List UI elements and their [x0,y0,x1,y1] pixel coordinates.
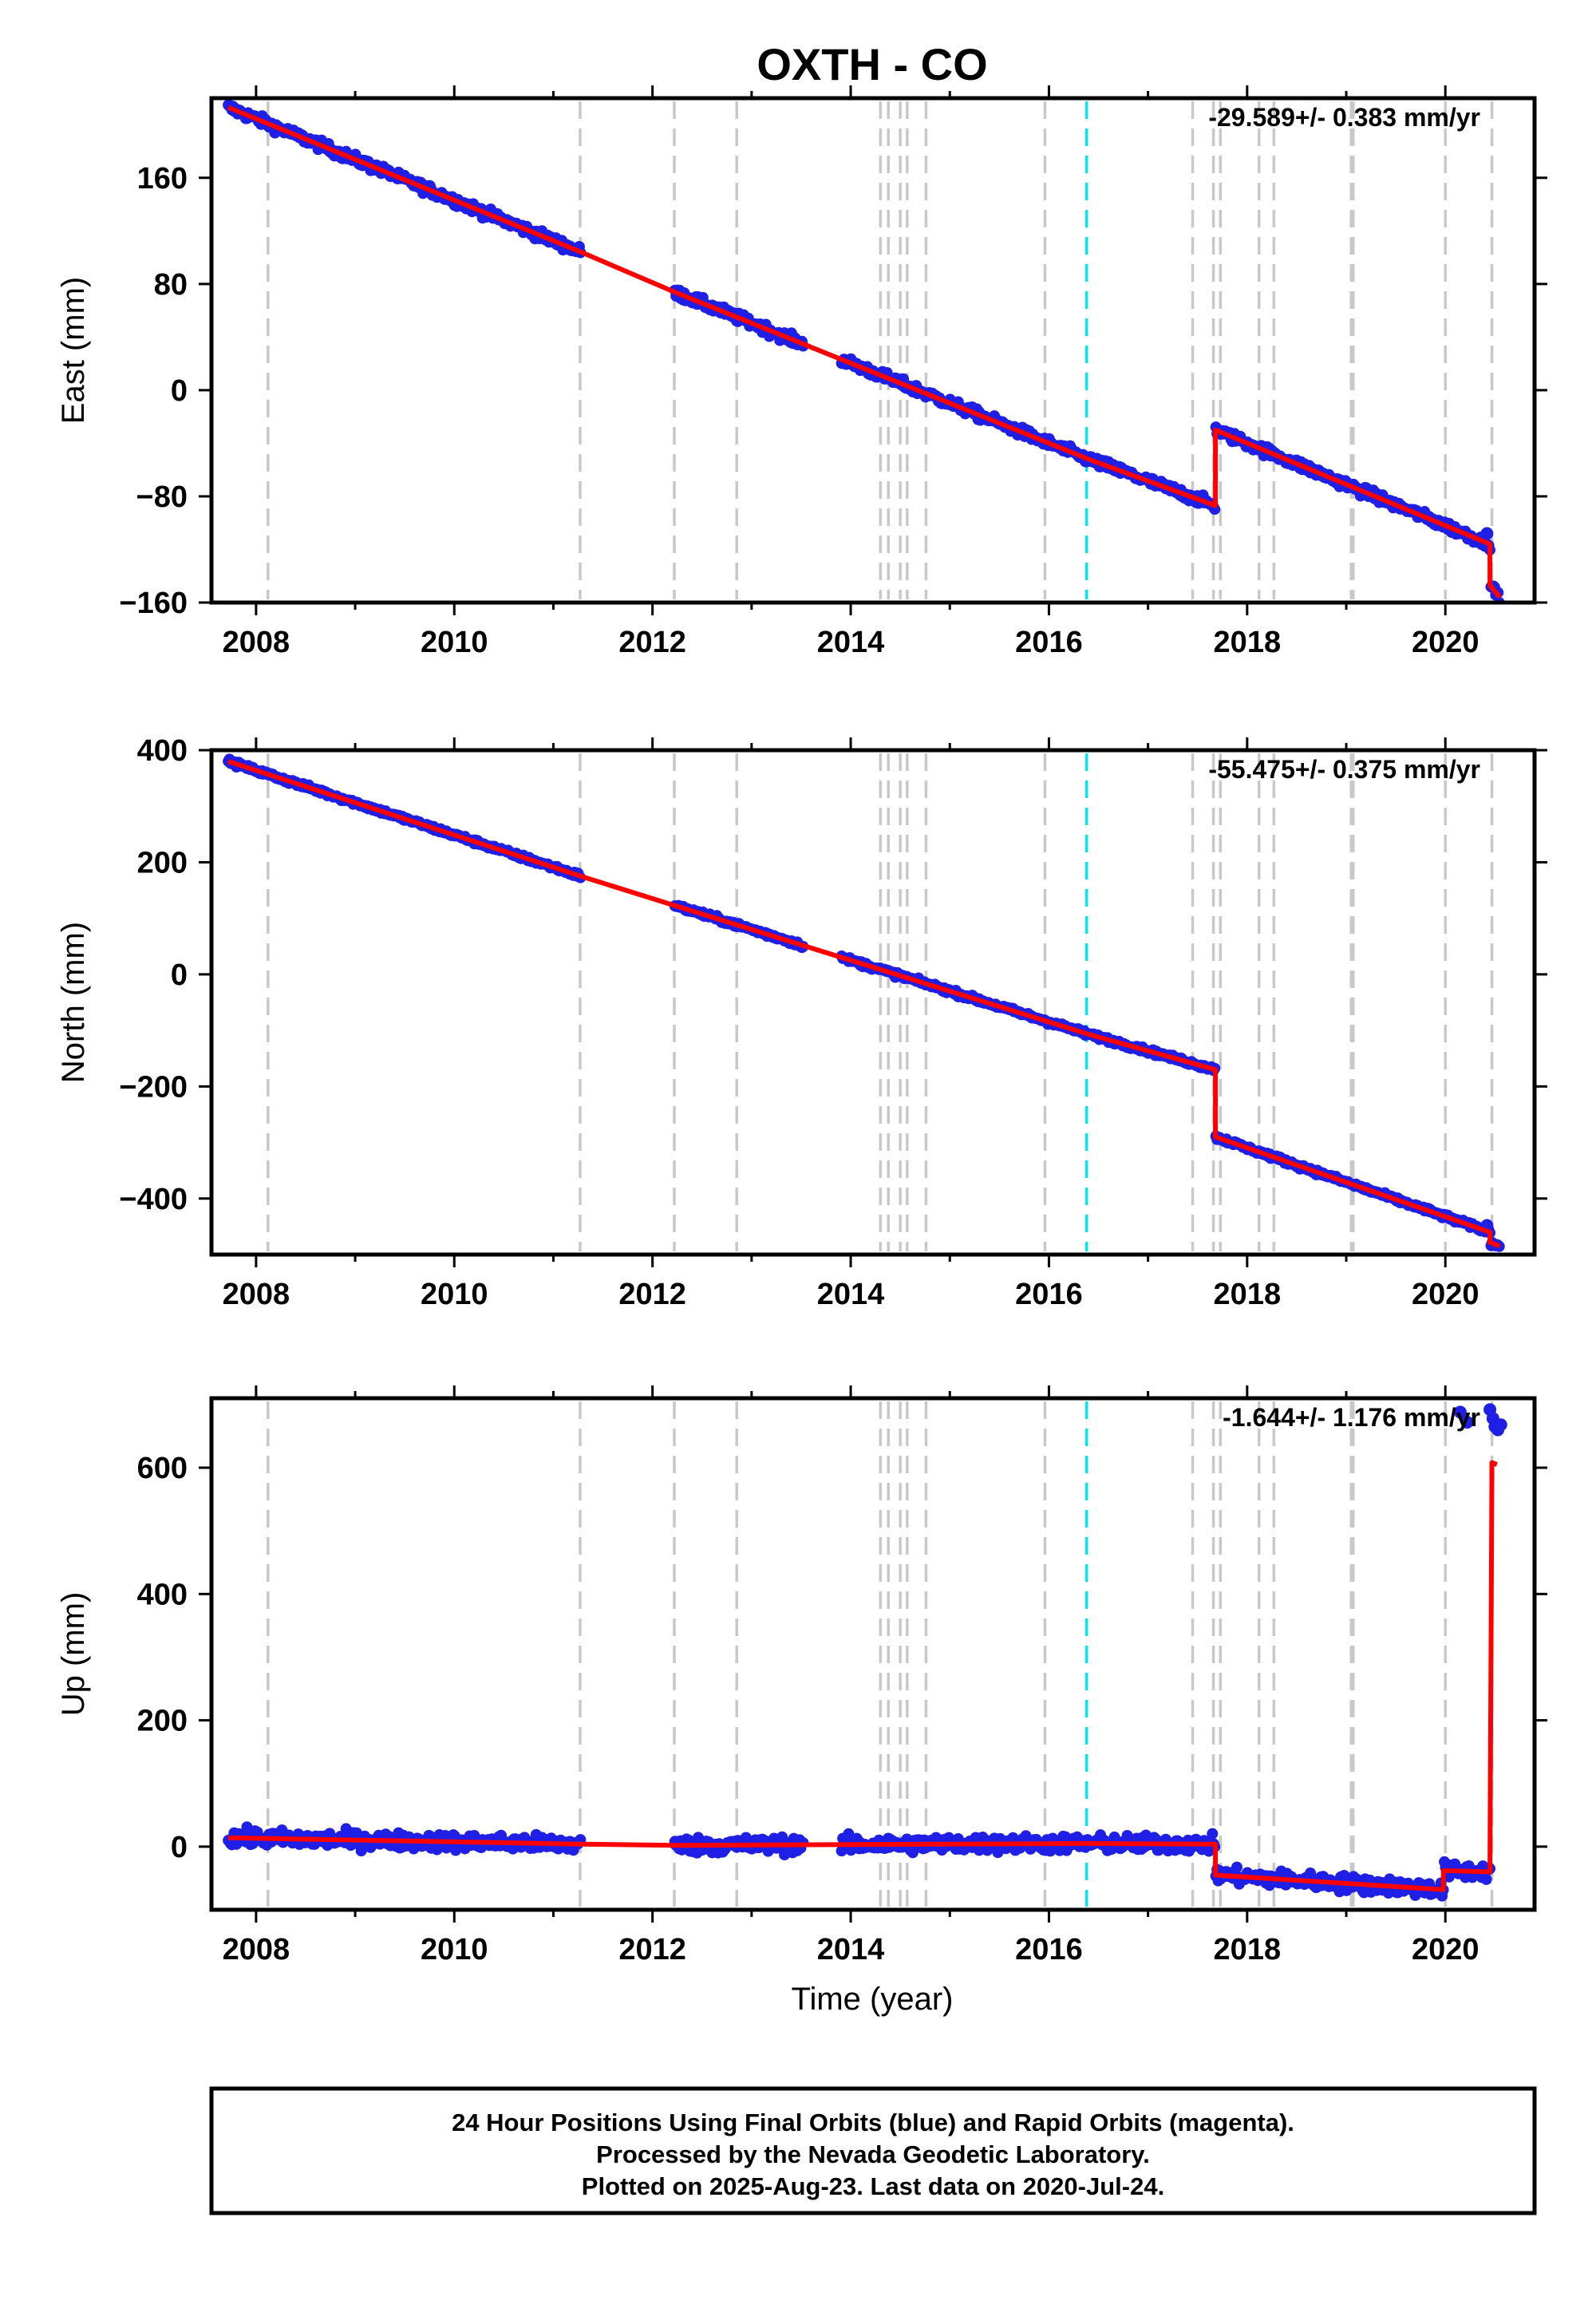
x-tick-label-east-2020: 2020 [1412,626,1479,659]
x-tick-label-east-2016: 2016 [1015,626,1083,659]
x-axis-label: Time (year) [792,1982,954,2017]
x-tick-label-north-2014: 2014 [817,1278,885,1311]
data-point-up-extra-0 [1453,1405,1467,1419]
x-tick-label-east-2010: 2010 [421,626,488,659]
model-line-north [227,759,1501,1249]
model-line-up [228,1460,1498,1892]
x-tick-label-up-2012: 2012 [618,1933,686,1966]
x-tick-label-up-2016: 2016 [1015,1933,1083,1966]
y-tick-label-north-0: 400 [137,734,188,768]
y-tick-label-north-3: −200 [119,1070,188,1104]
y-tick-label-north-2: 0 [171,958,188,992]
x-tick-label-north-2018: 2018 [1214,1278,1282,1311]
y-tick-label-up-3: 0 [171,1831,188,1864]
panel-east: 2008 2010 2012 2014 2016 2018 2020 160 80 0 −80 −16… [56,85,1547,659]
data-point-up-967 [1480,1873,1492,1885]
y-tick-label-east-2: 0 [171,374,188,408]
model-line-east [227,105,1502,599]
x-tick-label-up-2014: 2014 [817,1933,885,1966]
data-point-up-extra-1 [1460,1416,1474,1429]
footer-line-1: 24 Hour Positions Using Final Orbits (bl… [452,2109,1294,2136]
x-tick-label-north-2020: 2020 [1412,1278,1479,1311]
x-tick-label-north-2010: 2010 [421,1278,488,1311]
x-tick-label-up-2018: 2018 [1214,1933,1282,1966]
footer-line-2: Processed by the Nevada Geodetic Laborat… [596,2140,1150,2168]
y-tick-label-north-4: −400 [119,1183,188,1216]
rate-label-east: -29.589+/- 0.383 mm/yr [1208,103,1480,132]
y-tick-label-up-1: 400 [137,1578,188,1611]
rate-label-up: -1.644+/- 1.176 mm/yr [1223,1403,1480,1432]
y-tick-label-north-1: 200 [137,846,188,879]
panel-north: 2008 2010 2012 2014 2016 2018 2020 400 200 0 −200 −… [56,734,1547,1311]
footer-line-3: Plotted on 2025-Aug-23. Last data on 202… [582,2172,1164,2200]
panel-up: 2008 2010 2012 2014 2016 2018 2020 600 400 200 0 Up… [56,1385,1547,1966]
panels-group: 2008 2010 2012 2014 2016 2018 2020 160 80 0 −80 −16… [56,85,1547,1966]
y-axis-label-east: East (mm) [56,277,91,424]
x-tick-label-east-2008: 2008 [223,626,290,659]
footer-box: 24 Hour Positions Using Final Orbits (bl… [209,2086,1537,2215]
plot-frame-north [209,748,1537,1257]
data-point-east-extra-0 [1480,527,1494,540]
data-point-up-753 [1231,1861,1242,1873]
x-tick-label-north-2008: 2008 [223,1278,290,1311]
y-tick-label-up-2: 200 [137,1705,188,1738]
x-tick-label-up-2020: 2020 [1412,1933,1479,1966]
y-tick-label-up-0: 600 [137,1452,188,1485]
y-tick-label-east-3: −80 [136,480,188,514]
x-tick-label-up-2010: 2010 [421,1933,488,1966]
x-tick-label-east-2012: 2012 [618,626,686,659]
x-tick-label-east-2014: 2014 [817,626,885,659]
chart-title: OXTH - CO [757,39,987,89]
data-point-up-732 [1207,1828,1219,1840]
y-tick-label-east-4: −160 [119,587,188,620]
y-tick-label-east-1: 80 [154,268,188,302]
plot-frame-east [209,96,1537,605]
plot-frame-up [209,1396,1537,1912]
x-tick-label-east-2018: 2018 [1214,626,1282,659]
y-axis-label-north: North (mm) [56,922,91,1083]
x-tick-label-up-2008: 2008 [223,1933,290,1966]
x-tick-label-north-2012: 2012 [618,1278,686,1311]
y-tick-label-east-0: 160 [137,162,188,196]
y-axis-label-up: Up (mm) [56,1592,91,1717]
rate-label-north: -55.475+/- 0.375 mm/yr [1208,755,1480,784]
data-point-up-extra-6 [1494,1418,1507,1432]
x-tick-label-north-2016: 2016 [1015,1278,1083,1311]
